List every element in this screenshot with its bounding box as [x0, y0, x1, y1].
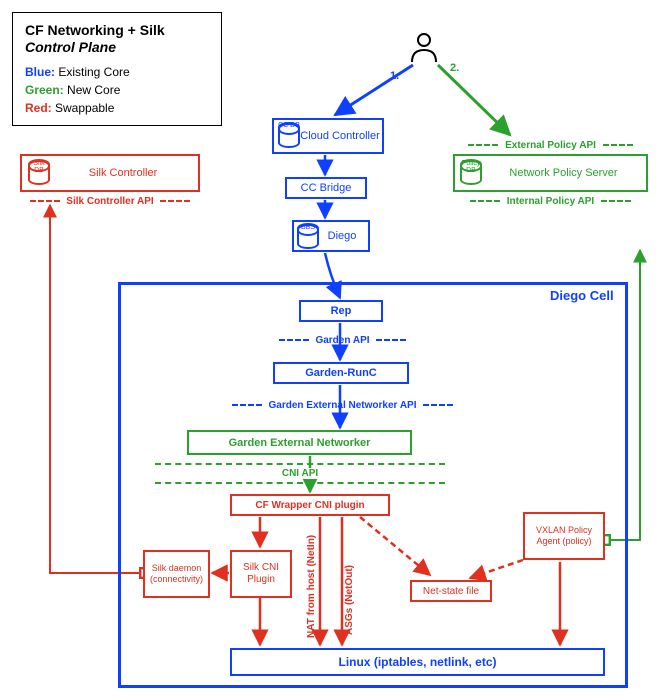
edge-label-1: 1.	[390, 70, 399, 82]
policydb-label: Policy DB	[460, 160, 482, 174]
node-garden-runc: Garden-RunC	[273, 362, 409, 384]
legend-red: Red: Swappable	[25, 99, 209, 117]
node-linux: Linux (iptables, netlink, etc)	[230, 648, 605, 676]
node-network-policy-server: Network Policy Server	[453, 154, 648, 192]
node-cf-wrapper: CF Wrapper CNI plugin	[230, 494, 390, 516]
api-external-policy: External Policy API	[453, 140, 648, 151]
silkdb-label: Silk DB	[28, 160, 50, 174]
api-cni: CNI API	[155, 463, 445, 484]
api-garden: Garden API	[270, 335, 415, 346]
node-rep: Rep	[299, 300, 383, 322]
ccdb-label: CC DB	[278, 122, 300, 129]
legend-title: CF Networking + Silk	[25, 21, 209, 39]
api-internal-policy: Internal Policy API	[453, 196, 648, 207]
node-vxlan-agent: VXLAN Policy Agent (policy)	[523, 512, 605, 560]
legend-blue: Blue: Existing Core	[25, 63, 209, 81]
legend-box: CF Networking + Silk Control Plane Blue:…	[12, 12, 222, 126]
diego-cell-title: Diego Cell	[550, 288, 614, 303]
node-net-state: Net-state file	[410, 580, 492, 602]
node-garden-ext-networker: Garden External Networker	[187, 430, 412, 455]
node-cc-bridge: CC Bridge	[285, 177, 367, 199]
api-silk-controller: Silk Controller API	[20, 196, 200, 207]
node-silk-daemon: Silk daemon (connectivity)	[143, 550, 210, 598]
bbs-label: BBS	[297, 224, 319, 231]
label-netin: NAT from host (NetIn)	[306, 523, 317, 638]
api-garden-ext: Garden External Networker API	[215, 400, 470, 411]
legend-green: Green: New Core	[25, 81, 209, 99]
user-icon	[410, 32, 438, 62]
label-netout: ASGs (NetOut)	[344, 545, 355, 635]
edge-label-2: 2.	[450, 62, 459, 74]
legend-subtitle: Control Plane	[25, 39, 209, 55]
node-silk-cni: Silk CNI Plugin	[230, 550, 292, 598]
